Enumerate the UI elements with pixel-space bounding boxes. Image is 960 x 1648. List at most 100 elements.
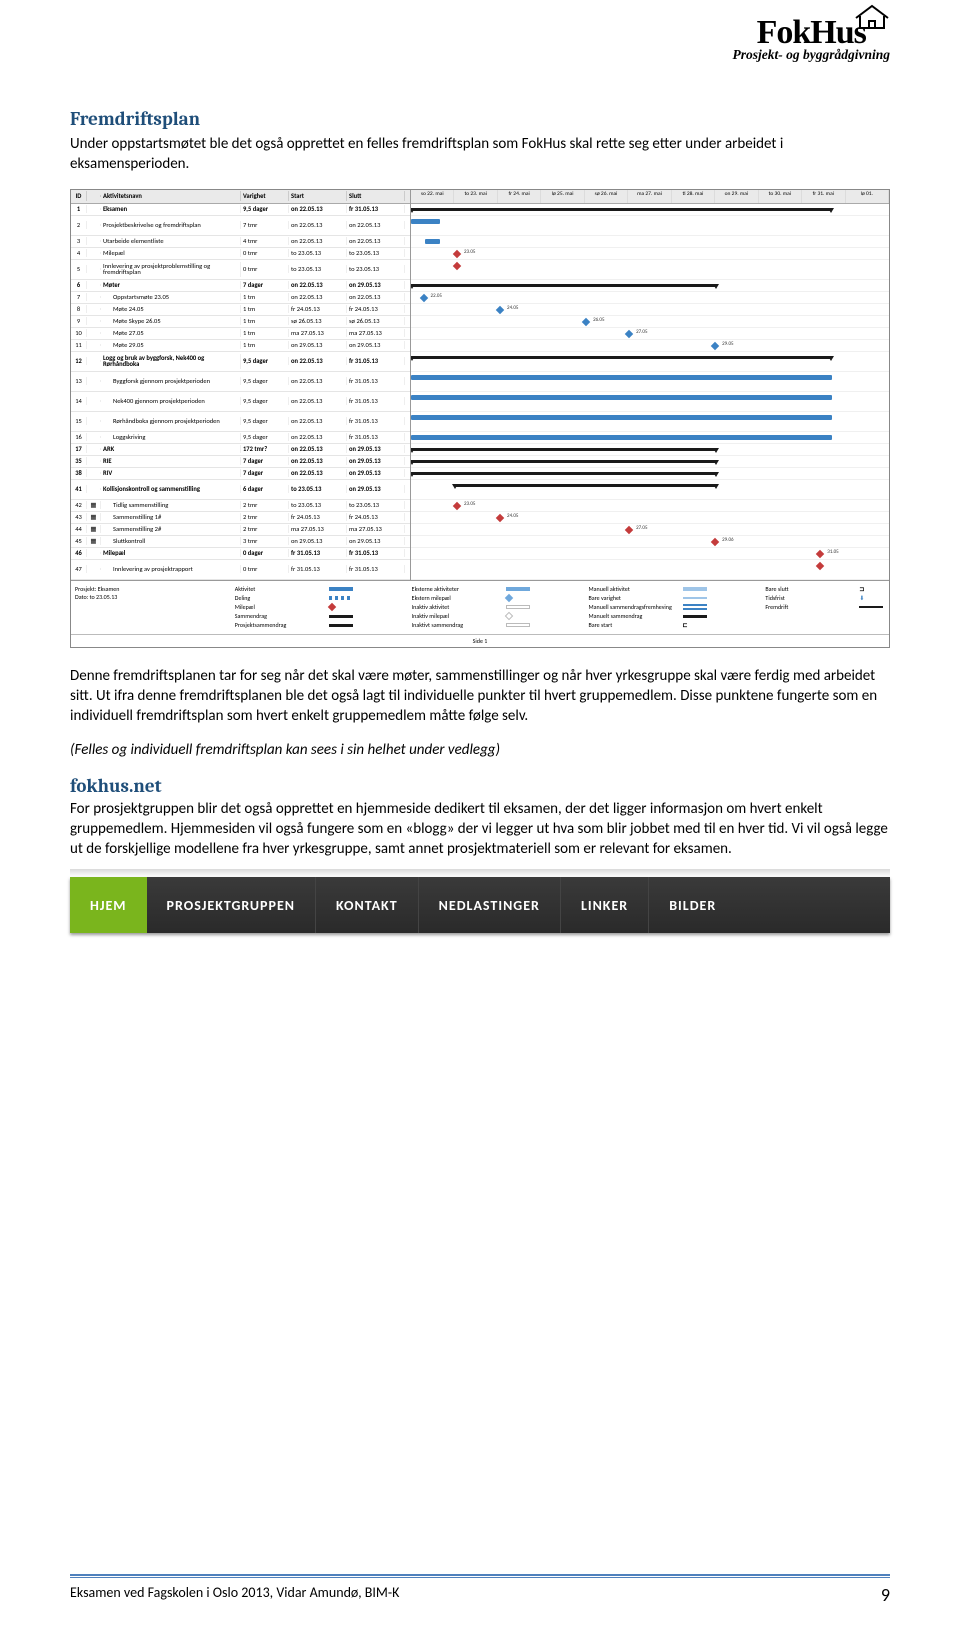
house-icon [852, 4, 892, 30]
milestone-icon [453, 261, 461, 269]
legend-item: Prosjektsammendrag [235, 621, 406, 630]
legend-item: Manuelt sammendrag [589, 612, 760, 621]
gantt-timeline-row [411, 352, 889, 372]
milestone-icon [453, 501, 461, 509]
gantt-day-header: lø 01. [846, 190, 889, 203]
gantt-day-header: on 29. mai [715, 190, 758, 203]
page-footer: Eksamen ved Fagskolen i Oslo 2013, Vidar… [70, 1574, 890, 1606]
milestone-icon [496, 305, 504, 313]
gantt-row: 2Prosjektbeskrivelse og fremdriftsplan7 … [71, 216, 410, 236]
gantt-timeline-row [411, 392, 889, 412]
milestone-label: 22.05 [431, 293, 442, 299]
gantt-row: 46Milepæl0 dagerfr 31.05.13fr 31.05.13 [71, 548, 410, 560]
milestone-icon [816, 561, 824, 569]
gantt-bar [411, 395, 832, 400]
website-nav: HJEMPROSJEKTGRUPPENKONTAKTNEDLASTINGERLI… [70, 877, 890, 933]
page-number: 9 [881, 1584, 890, 1606]
gantt-row: 38RIV7 dageron 22.05.13on 29.05.13 [71, 468, 410, 480]
nav-item-prosjektgruppen[interactable]: PROSJEKTGRUPPEN [147, 877, 316, 933]
gantt-day-header: to 23. mai [454, 190, 497, 203]
milestone-icon [496, 513, 504, 521]
gantt-bar [411, 448, 717, 451]
gantt-timeline-row: 29.05 [411, 340, 889, 352]
legend-meta1: Prosjekt: Eksamen [75, 585, 229, 593]
gantt-timeline-row [411, 468, 889, 480]
gantt-timeline-row: 27.05 [411, 328, 889, 340]
gantt-row: 9Møte Skype 26.051 tmsø 26.05.13sø 26.05… [71, 316, 410, 328]
gantt-timeline-row [411, 444, 889, 456]
gantt-timeline-row [411, 372, 889, 392]
milestone-label: 26.05 [593, 317, 604, 323]
gantt-timeline-row [411, 204, 889, 216]
logo: FokHus Prosjekt- og byggrådgivning [733, 18, 891, 63]
gantt-day-header: to 30. mai [759, 190, 802, 203]
gantt-row: 15Rørhåndboka gjennom prosjektperioden9,… [71, 412, 410, 432]
gantt-row: 43▦Sammenstilling 1#2 tmrfr 24.05.13fr 2… [71, 512, 410, 524]
paragraph-3: (Felles og individuell fremdriftsplan ka… [70, 740, 890, 760]
milestone-label: 29.05 [722, 341, 733, 347]
legend-item: Tidsfrist⬇ [765, 594, 885, 603]
legend-item: Eksterne aktiviteter [412, 585, 583, 594]
gantt-timeline-row: 23.05 [411, 500, 889, 512]
gantt-table: ID Aktivitetsnavn Varighet Start Slutt 1… [71, 190, 411, 580]
legend-item: Ekstern milepæl [412, 594, 583, 603]
gantt-timeline-row [411, 480, 889, 500]
gantt-bar [411, 375, 832, 380]
legend-item: Manuell aktivitet [589, 585, 760, 594]
gantt-row: 42▦Tidlig sammenstilling2 tmrto 23.05.13… [71, 500, 410, 512]
nav-item-linker[interactable]: LINKER [561, 877, 649, 933]
gantt-bar [425, 239, 439, 244]
legend-item: Fremdrift [765, 603, 885, 612]
gantt-timeline-row: 23.05 [411, 248, 889, 260]
footer-text: Eksamen ved Fagskolen i Oslo 2013, Vidar… [70, 1584, 399, 1606]
gantt-chart: ID Aktivitetsnavn Varighet Start Slutt 1… [70, 189, 890, 648]
nav-item-kontakt[interactable]: KONTAKT [316, 877, 419, 933]
section-title-fremdriftsplan: Fremdriftsplan [70, 108, 890, 130]
milestone-icon [711, 537, 719, 545]
legend-item: Bare slutt⊐ [765, 585, 885, 594]
gantt-day-header: ma 27. mai [628, 190, 671, 203]
milestone-icon [816, 549, 824, 557]
gantt-timeline: so 22. maito 23. maifr 24. mailø 25. mai… [411, 190, 889, 580]
gantt-row: 44▦Sammenstilling 2#2 tmrma 27.05.13ma 2… [71, 524, 410, 536]
nav-item-nedlastinger[interactable]: NEDLASTINGER [419, 877, 561, 933]
milestone-icon [625, 525, 633, 533]
gantt-bar [411, 472, 717, 475]
legend-meta2: Dato: to 23.05.13 [75, 593, 229, 601]
gantt-legend: Prosjekt: Eksamen Dato: to 23.05.13 Akti… [71, 580, 889, 634]
gantt-timeline-row [411, 280, 889, 292]
section-title-fokhusnet: fokhus.net [70, 775, 890, 797]
gantt-row: 14Nek400 gjennom prosjektperioden9,5 dag… [71, 392, 410, 412]
gantt-row: 7Oppstartsmøte 23.051 tmon 22.05.13on 22… [71, 292, 410, 304]
gantt-row: 11Møte 29.051 tmon 29.05.13on 29.05.13 [71, 340, 410, 352]
gantt-timeline-row: 24.05 [411, 512, 889, 524]
gantt-timeline-row: 24.05 [411, 304, 889, 316]
legend-item: Bare start⊏ [589, 621, 760, 630]
gantt-row: 12Logg og bruk av byggforsk, Nek400 og R… [71, 352, 410, 372]
gantt-day-header: sø 26. mai [585, 190, 628, 203]
gantt-row: 16Loggskriving9,5 dageron 22.05.13fr 31.… [71, 432, 410, 444]
milestone-label: 27.05 [636, 525, 647, 531]
gantt-row: 45▦Sluttkontroll3 tmron 29.05.13on 29.05… [71, 536, 410, 548]
gantt-timeline-row [411, 456, 889, 468]
gantt-day-header: fr 31. mai [802, 190, 845, 203]
legend-item: Inaktivt sammendrag [412, 621, 583, 630]
gantt-row: 17ARK172 tmr?on 22.05.13on 29.05.13 [71, 444, 410, 456]
gantt-bar [411, 435, 832, 440]
nav-item-bilder[interactable]: BILDER [649, 877, 736, 933]
legend-item: Inaktiv milepæl [412, 612, 583, 621]
nav-item-hjem[interactable]: HJEM [70, 877, 147, 933]
legend-item: Deling [235, 594, 406, 603]
gantt-row: 35RIE7 dageron 22.05.13on 29.05.13 [71, 456, 410, 468]
col-icon [87, 195, 101, 197]
gantt-day-header: fr 24. mai [498, 190, 541, 203]
gantt-row: 8Møte 24.051 tmfr 24.05.13fr 24.05.13 [71, 304, 410, 316]
legend-item: Manuell sammendragsfremheving [589, 603, 760, 612]
gantt-timeline-row [411, 412, 889, 432]
gantt-timeline-row: 31.05 [411, 548, 889, 560]
gantt-row: 5Innlevering av prosjektproblemstilling … [71, 260, 410, 280]
col-id: ID [71, 191, 87, 201]
gantt-row: 13Byggforsk gjennom prosjektperioden9,5 … [71, 372, 410, 392]
milestone-label: 29.06 [722, 537, 733, 543]
milestone-label: 31.05 [827, 549, 838, 555]
